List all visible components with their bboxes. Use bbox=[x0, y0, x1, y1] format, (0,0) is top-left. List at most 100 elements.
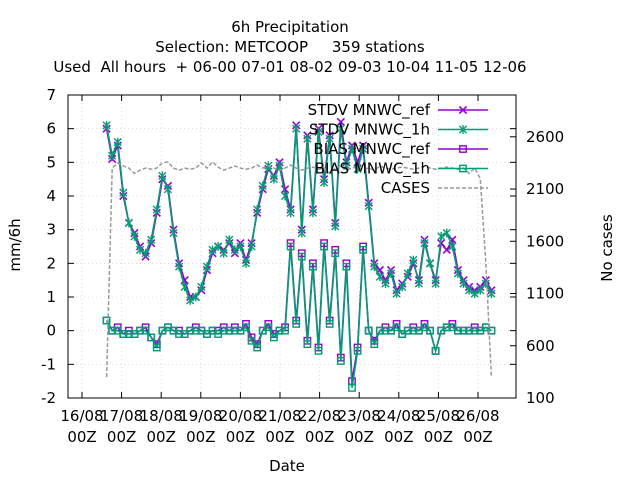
data-point bbox=[398, 282, 407, 292]
plot-layer bbox=[102, 117, 496, 392]
legend-marker bbox=[459, 145, 467, 153]
data-point bbox=[381, 326, 390, 335]
data-point bbox=[191, 326, 200, 335]
y-tick-label: -1 bbox=[41, 355, 56, 373]
chart-subtitle-selection: Selection: METCOOP 359 stations bbox=[155, 38, 425, 56]
data-point bbox=[119, 330, 128, 338]
series-cases bbox=[105, 160, 493, 378]
data-point bbox=[336, 357, 345, 365]
data-point bbox=[275, 161, 284, 171]
data-point bbox=[320, 242, 328, 251]
data-point bbox=[108, 151, 117, 160]
data-point bbox=[448, 242, 457, 251]
data-point bbox=[353, 164, 362, 174]
data-point bbox=[102, 120, 111, 130]
data-point bbox=[175, 330, 183, 338]
y2-tick-label: 600 bbox=[526, 337, 555, 355]
x-tick-label-hour: 00Z bbox=[424, 428, 453, 446]
data-point bbox=[420, 238, 429, 248]
data-point bbox=[253, 205, 262, 214]
x-tick-label-date: 21/08 bbox=[258, 407, 301, 425]
series-bias-mnwc-1h bbox=[102, 242, 496, 392]
data-point bbox=[147, 333, 156, 342]
legend-label: STDV MNWC_1h bbox=[309, 121, 430, 140]
x-tick-label-hour: 00Z bbox=[186, 428, 215, 446]
y2-tick-label: 1600 bbox=[526, 232, 564, 250]
y2-axis-label: No cases bbox=[598, 214, 616, 282]
y-tick-label: 0 bbox=[46, 322, 56, 340]
data-point bbox=[286, 208, 295, 218]
x-tick-label-date: 20/08 bbox=[219, 407, 262, 425]
data-point bbox=[386, 269, 396, 278]
x-tick-label-date: 22/08 bbox=[298, 407, 341, 425]
data-point bbox=[353, 346, 362, 355]
data-point bbox=[269, 174, 278, 184]
legend-label: CASES bbox=[381, 179, 430, 197]
series-line bbox=[105, 125, 493, 302]
x-tick-label-hour: 00Z bbox=[305, 428, 334, 446]
data-point bbox=[297, 252, 306, 261]
data-point bbox=[487, 326, 496, 335]
data-point bbox=[297, 228, 306, 238]
data-point bbox=[431, 346, 440, 355]
x-axis-label: Date bbox=[269, 457, 305, 475]
plot-frame bbox=[67, 94, 517, 399]
legend-label: BIAS MNWC_ref bbox=[313, 140, 430, 159]
data-point bbox=[426, 326, 434, 335]
data-point bbox=[236, 242, 245, 251]
data-point bbox=[370, 340, 379, 349]
data-point bbox=[381, 279, 390, 288]
data-point bbox=[219, 326, 228, 335]
series-line bbox=[105, 160, 493, 378]
data-point bbox=[253, 343, 262, 352]
data-point bbox=[186, 326, 195, 335]
x-tick-label-date: 19/08 bbox=[179, 407, 222, 425]
y-tick-label: 3 bbox=[46, 221, 56, 239]
data-point bbox=[409, 255, 418, 265]
x-tick-label-date: 16/08 bbox=[60, 407, 103, 425]
data-point bbox=[197, 282, 206, 292]
data-point bbox=[158, 171, 167, 181]
y2-tick-label: 100 bbox=[526, 389, 555, 407]
data-point bbox=[225, 326, 234, 335]
x-tick-label-hour: 00Z bbox=[67, 428, 96, 446]
data-point bbox=[414, 279, 424, 288]
y-tick-label: 6 bbox=[46, 120, 56, 138]
data-point bbox=[191, 292, 200, 302]
data-point bbox=[454, 326, 462, 335]
x-tick-label-hour: 00Z bbox=[107, 428, 136, 446]
data-point bbox=[174, 262, 184, 272]
data-point bbox=[437, 238, 446, 248]
x-tick-label-date: 23/08 bbox=[338, 407, 381, 425]
data-point bbox=[425, 258, 435, 268]
data-point bbox=[325, 320, 334, 328]
data-point bbox=[431, 279, 440, 288]
x-tick-label-hour: 00Z bbox=[265, 428, 294, 446]
y2-tick-label: 1100 bbox=[526, 285, 564, 303]
data-point bbox=[364, 326, 373, 335]
data-point bbox=[409, 326, 418, 335]
data-point bbox=[320, 178, 329, 187]
data-point bbox=[437, 232, 446, 241]
data-point bbox=[225, 235, 234, 245]
data-point bbox=[124, 330, 133, 338]
data-point bbox=[292, 124, 301, 134]
data-point bbox=[247, 242, 256, 251]
legend-marker bbox=[458, 125, 468, 134]
data-point bbox=[275, 326, 284, 335]
y-axis-label: mm/6h bbox=[6, 218, 24, 271]
data-point bbox=[242, 323, 250, 332]
data-point bbox=[136, 326, 144, 335]
x-tick-label-hour: 00Z bbox=[147, 428, 176, 446]
y2-tick-label: 2100 bbox=[526, 180, 564, 198]
series-line bbox=[105, 121, 493, 298]
y-tick-label: -2 bbox=[41, 389, 56, 407]
y2-tick-label: 2600 bbox=[526, 128, 564, 146]
data-point bbox=[392, 289, 401, 299]
x-tick-label-date: 26/08 bbox=[456, 407, 499, 425]
data-point bbox=[364, 201, 373, 211]
data-point bbox=[147, 235, 156, 245]
data-point bbox=[403, 326, 412, 335]
data-point bbox=[331, 221, 340, 231]
